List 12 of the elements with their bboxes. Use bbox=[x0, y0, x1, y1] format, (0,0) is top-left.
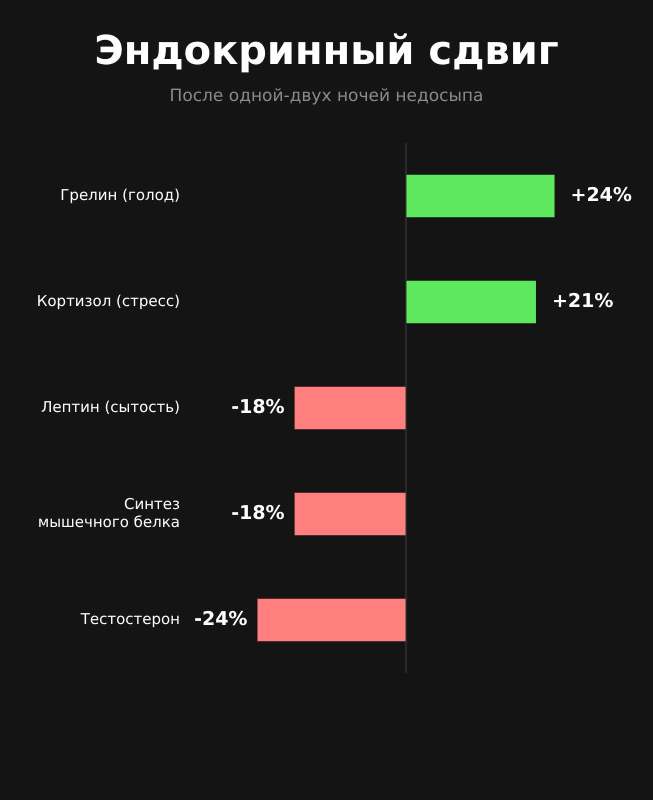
data-label: -24% bbox=[194, 608, 248, 630]
data-label: +21% bbox=[552, 290, 614, 312]
y-tick-label: Синтез мышечного белка bbox=[38, 494, 180, 531]
y-tick-label: Лептин (сытость) bbox=[41, 398, 180, 416]
chart-subtitle: После одной-двух ночей недосыпа bbox=[168, 85, 484, 108]
y-tick-label: Грелин (голод) bbox=[60, 186, 180, 204]
data-label: +24% bbox=[570, 184, 632, 206]
y-tick-label: Кортизол (стресс) bbox=[36, 292, 180, 310]
y-tick-label: Тестостерон bbox=[80, 610, 180, 628]
data-label: -18% bbox=[231, 502, 285, 524]
chart-title: Эндокринный сдвиг bbox=[93, 27, 560, 76]
data-label: -18% bbox=[231, 396, 285, 418]
